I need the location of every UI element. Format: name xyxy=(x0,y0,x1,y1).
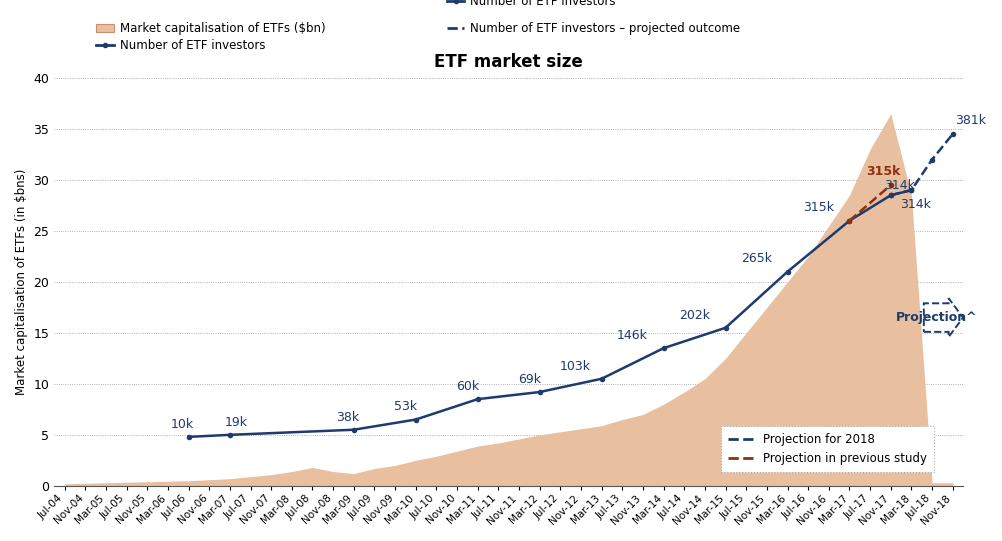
Text: 146k: 146k xyxy=(617,329,648,342)
Text: 202k: 202k xyxy=(679,309,710,322)
Title: ETF market size: ETF market size xyxy=(434,53,583,71)
Legend: Market capitalisation of ETFs ($bn), Number of ETF investors: Market capitalisation of ETFs ($bn), Num… xyxy=(96,22,326,52)
Text: Projection^: Projection^ xyxy=(896,311,977,324)
Text: 315k: 315k xyxy=(866,165,901,178)
Text: 103k: 103k xyxy=(559,360,590,373)
Text: 315k: 315k xyxy=(803,201,834,214)
Text: 38k: 38k xyxy=(336,411,359,424)
Text: 53k: 53k xyxy=(394,400,417,413)
Y-axis label: Market capitalisation of ETFs (in $bns): Market capitalisation of ETFs (in $bns) xyxy=(15,169,28,395)
Text: 381k: 381k xyxy=(955,114,986,127)
Text: 265k: 265k xyxy=(741,252,772,265)
Legend: Number of ETF investors – projected outcome: Number of ETF investors – projected outc… xyxy=(447,22,740,35)
Legend: Projection for 2018, Projection in previous study: Projection for 2018, Projection in previ… xyxy=(720,426,935,472)
Legend: Number of ETF investors: Number of ETF investors xyxy=(447,0,616,8)
Text: 10k: 10k xyxy=(170,418,194,431)
Text: 60k: 60k xyxy=(456,380,479,393)
Text: 314k: 314k xyxy=(900,199,931,212)
Text: 19k: 19k xyxy=(224,415,247,428)
Text: 314k: 314k xyxy=(884,179,915,192)
Text: 69k: 69k xyxy=(518,373,541,386)
